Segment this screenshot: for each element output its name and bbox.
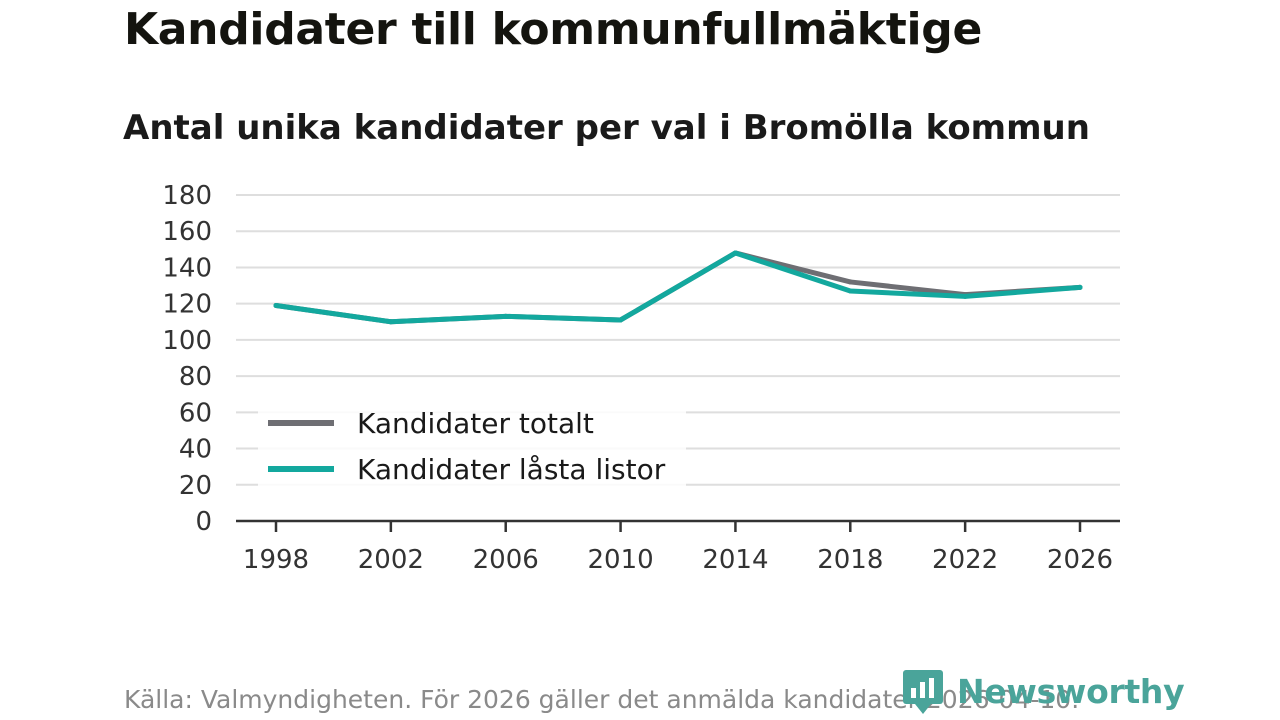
x-tick-label: 2002	[358, 545, 424, 575]
x-tick-label: 2018	[817, 545, 883, 575]
legend-label: Kandidater totalt	[357, 407, 594, 440]
x-tick-label: 1998	[243, 545, 309, 575]
data-point	[847, 288, 853, 294]
brand-logo: Newsworthy	[903, 670, 1185, 714]
y-tick-label: 60	[179, 398, 212, 428]
y-tick-label: 160	[162, 217, 212, 247]
x-tick-label: 2014	[702, 545, 768, 575]
axes: 0 20 40 60 80 100 120 140 160 180 1998 2002 2006 2010…	[162, 181, 1120, 575]
data-point	[503, 313, 509, 319]
series-line-2	[273, 250, 1083, 325]
series-lines	[273, 250, 1083, 325]
chart-title: Kandidater till kommunfullmäktige	[124, 4, 983, 55]
y-tick-label: 120	[162, 290, 212, 320]
x-tick-label: 2010	[587, 545, 653, 575]
data-point	[388, 319, 394, 325]
data-point	[732, 250, 738, 256]
y-tick-label: 140	[162, 253, 212, 283]
x-tick-label: 2022	[932, 545, 998, 575]
data-point	[618, 317, 624, 323]
data-point	[273, 302, 279, 308]
y-tick-label: 100	[162, 326, 212, 356]
legend-label: Kandidater låsta listor	[357, 453, 666, 486]
data-point	[1077, 284, 1083, 290]
y-tick-label: 0	[195, 507, 212, 537]
chart-subtitle: Antal unika kandidater per val i Bromöll…	[123, 108, 1090, 148]
data-point	[962, 293, 968, 299]
x-tick-label: 2006	[473, 545, 539, 575]
y-tick-label: 180	[162, 181, 212, 211]
y-tick-label: 80	[179, 362, 212, 392]
x-tick-label: 2026	[1047, 545, 1113, 575]
legend: Kandidater totalt Kandidater låsta listor	[258, 407, 686, 486]
y-tick-label: 20	[179, 471, 212, 501]
data-point	[847, 279, 853, 285]
brand-name: Newsworthy	[957, 672, 1185, 711]
y-tick-label: 40	[179, 435, 212, 465]
newsworthy-logo-icon	[903, 670, 943, 714]
